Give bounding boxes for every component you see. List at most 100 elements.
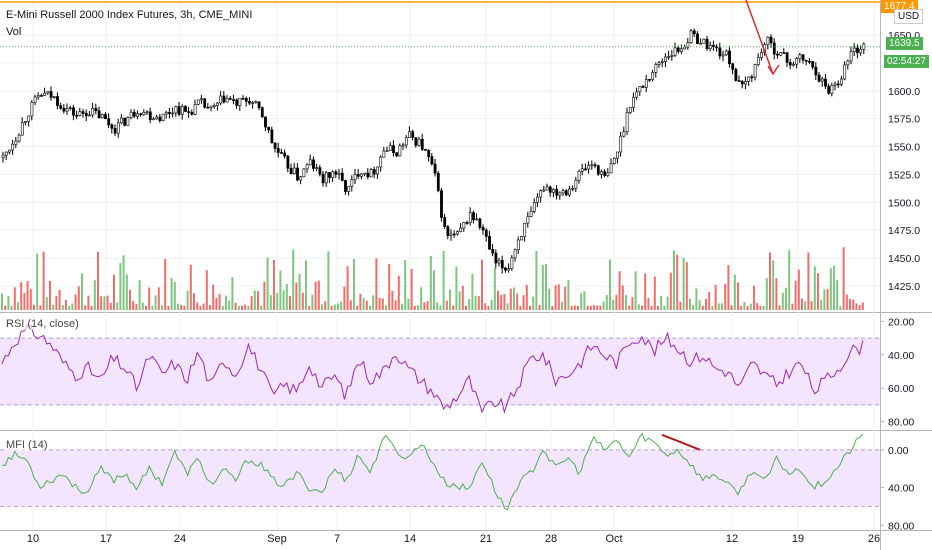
candle <box>206 107 210 109</box>
candle <box>590 164 594 167</box>
volume-bar <box>417 305 419 310</box>
volume-bar <box>269 295 272 310</box>
candle <box>507 268 511 271</box>
candle <box>862 43 866 50</box>
volume-bar <box>481 259 483 310</box>
candle <box>43 92 47 96</box>
candle <box>161 113 165 121</box>
candle <box>392 145 395 153</box>
volume-bar <box>471 273 474 310</box>
candle <box>836 83 840 86</box>
volume-bar <box>257 291 259 310</box>
candle <box>1 154 5 159</box>
volume-bar <box>362 297 365 310</box>
candle <box>376 166 379 175</box>
candle <box>641 86 645 88</box>
volume-bar <box>810 301 813 310</box>
volume-bar <box>605 295 608 310</box>
volume-bar <box>330 305 333 310</box>
volume-bar <box>129 289 131 310</box>
candle <box>411 131 415 138</box>
candle <box>452 233 456 236</box>
volume-bar <box>644 273 647 310</box>
volume-bar <box>474 295 477 310</box>
candle <box>648 79 651 81</box>
volume-bar <box>71 303 74 310</box>
candle <box>772 42 776 55</box>
candle <box>331 171 335 178</box>
price-axis-tick: 1425.0 <box>888 281 920 293</box>
candle <box>113 128 117 134</box>
volume-bar <box>567 280 570 310</box>
volume-bar <box>397 275 400 310</box>
volume-bar <box>199 305 202 310</box>
candle <box>491 249 495 254</box>
volume-bar <box>647 298 650 310</box>
candle <box>638 86 642 93</box>
candle <box>296 167 299 181</box>
volume-bar <box>13 287 16 310</box>
volume-bar <box>186 290 189 310</box>
mfi-axis-tick: 0.00 <box>888 445 909 457</box>
candle <box>340 172 344 181</box>
candle <box>232 99 235 101</box>
volume-bar <box>196 302 199 310</box>
candle <box>510 257 514 269</box>
volume-bar <box>695 288 698 310</box>
volume-bar <box>161 305 163 310</box>
candle <box>753 64 757 78</box>
rsi-axis-tick: 60.00 <box>888 383 914 395</box>
candle <box>142 112 146 116</box>
volume-bar <box>343 286 346 310</box>
rsi-axis-tick: 40.00 <box>888 350 914 362</box>
candle <box>78 111 82 116</box>
volume-bar <box>369 305 371 310</box>
candle <box>536 196 539 203</box>
candle <box>664 56 667 62</box>
candle <box>542 189 546 192</box>
volume-bar <box>93 280 96 310</box>
candle <box>88 114 91 117</box>
volume-bar <box>637 304 640 310</box>
volume-bar <box>36 253 39 310</box>
candle <box>689 30 693 43</box>
volume-bar <box>285 283 288 310</box>
volume-bar <box>429 256 432 310</box>
candle <box>558 192 562 196</box>
candle <box>427 149 431 157</box>
candle <box>574 179 578 189</box>
volume-bar <box>253 290 256 310</box>
candle <box>622 131 626 137</box>
candle <box>801 54 805 61</box>
volume-bar <box>529 305 531 310</box>
volume-bar <box>516 293 519 310</box>
volume-label: Vol <box>6 26 22 38</box>
candle <box>251 102 255 104</box>
price-axis-tick: 1550.0 <box>888 142 920 154</box>
currency-label[interactable]: USD <box>894 9 924 24</box>
volume-bar <box>599 305 602 310</box>
candle <box>152 118 155 121</box>
candle <box>552 188 555 193</box>
candle <box>667 56 671 58</box>
volume-bar <box>538 304 541 310</box>
volume-bar <box>676 254 679 310</box>
price-axis-tick: 1450.0 <box>888 253 920 265</box>
candle <box>705 38 709 50</box>
countdown-tag: 02:54:27 <box>884 55 929 68</box>
candle <box>744 81 747 85</box>
volume-bar <box>791 303 794 310</box>
volume-bar <box>189 264 192 310</box>
candle <box>171 112 175 115</box>
volume-bar <box>711 305 714 310</box>
candle <box>408 131 411 138</box>
candle <box>846 60 850 66</box>
volume-bar <box>513 287 515 310</box>
candle <box>116 122 120 134</box>
volume-bar <box>103 296 106 310</box>
volume-bar <box>701 305 704 310</box>
candle <box>145 111 149 114</box>
candle <box>414 137 418 146</box>
candle <box>472 212 475 221</box>
